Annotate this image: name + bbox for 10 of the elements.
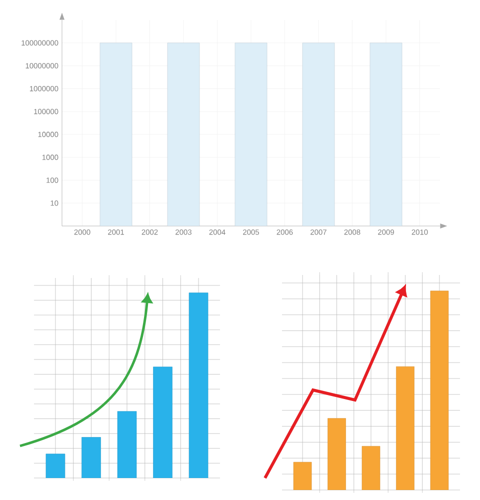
bar — [328, 418, 346, 490]
bar — [362, 446, 380, 490]
bar — [293, 462, 312, 490]
bar — [188, 292, 208, 478]
bar — [117, 411, 137, 478]
bar — [46, 454, 66, 478]
bar — [430, 290, 449, 490]
bar — [153, 366, 172, 478]
bar — [82, 437, 101, 478]
bar — [396, 366, 414, 490]
